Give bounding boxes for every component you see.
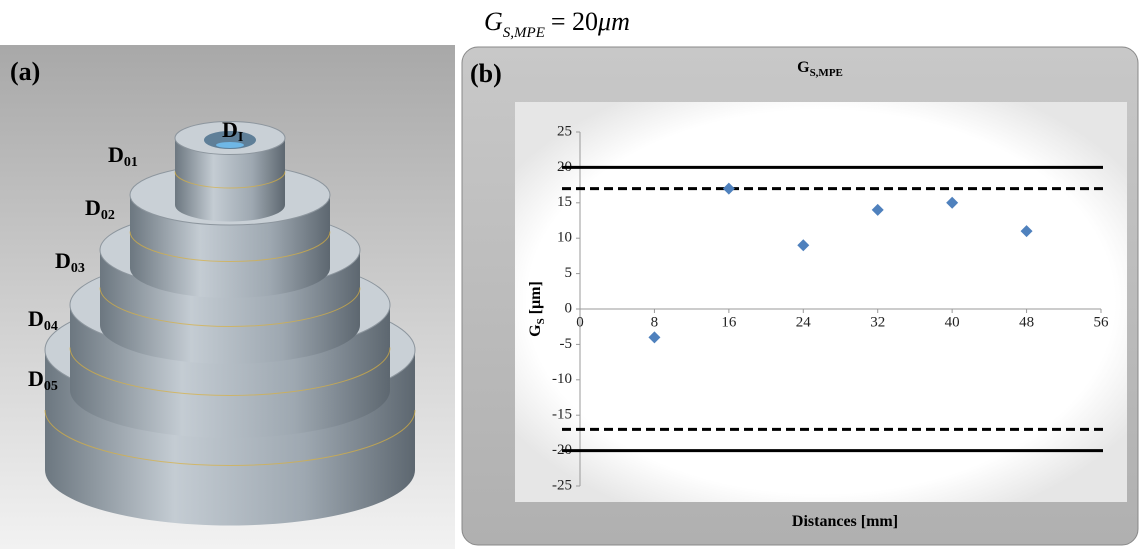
equation: GS,MPE = 20μm (484, 7, 630, 41)
y-tick-label: 10 (557, 230, 572, 246)
plot-area (515, 102, 1127, 502)
annotation-main: D (28, 366, 44, 391)
y-tick-label: -5 (560, 336, 573, 352)
annotation-sub: 05 (44, 379, 58, 394)
panel-label: (a) (10, 57, 40, 86)
x-tick-label: 48 (1019, 314, 1034, 330)
x-tick-label: 40 (945, 314, 960, 330)
annotation-sub: 02 (101, 208, 115, 223)
y-tick-label: -10 (552, 371, 572, 387)
title-sub: S,MPE (810, 67, 843, 79)
x-tick-label: 8 (651, 314, 659, 330)
x-tick-label: 0 (576, 314, 584, 330)
annotation-main: D (222, 117, 238, 142)
y-label-unit: [μm] (527, 281, 544, 314)
annotation-sub: 03 (71, 261, 85, 276)
eq-symbol: G (484, 7, 503, 36)
annotation-main: D (55, 248, 71, 273)
y-tick-label: 0 (565, 300, 573, 316)
y-label-sub: S (535, 318, 547, 324)
y-tick-label: 25 (557, 123, 572, 139)
panel-label: (b) (470, 59, 502, 88)
annotation-main: D (85, 195, 101, 220)
eq-value: = 20 (551, 7, 598, 36)
x-tick-label: 24 (796, 314, 812, 330)
x-tick-label: 32 (870, 314, 885, 330)
eq-subscript: S,MPE (503, 25, 545, 41)
eq-unit: μm (597, 7, 630, 36)
annotation-main: D (108, 142, 124, 167)
figure: GS,MPE= 20μm (a) DID01D02D03D04D05 (b) G… (0, 0, 1140, 549)
y-tick-label: -15 (552, 407, 572, 423)
y-tick-label: 5 (565, 265, 573, 281)
annotation-sub: 01 (124, 155, 138, 170)
x-tick-label: 16 (721, 314, 737, 330)
x-axis-label: Distances [mm] (792, 513, 898, 530)
y-tick-label: 15 (557, 194, 572, 210)
annotation-sub: 04 (44, 319, 58, 334)
annotation-main: D (28, 306, 44, 331)
x-tick-label: 56 (1094, 314, 1110, 330)
y-label-main: G (527, 324, 544, 337)
title-main: G (797, 59, 810, 76)
y-tick-label: -25 (552, 477, 572, 493)
annotation-sub: I (238, 130, 243, 145)
